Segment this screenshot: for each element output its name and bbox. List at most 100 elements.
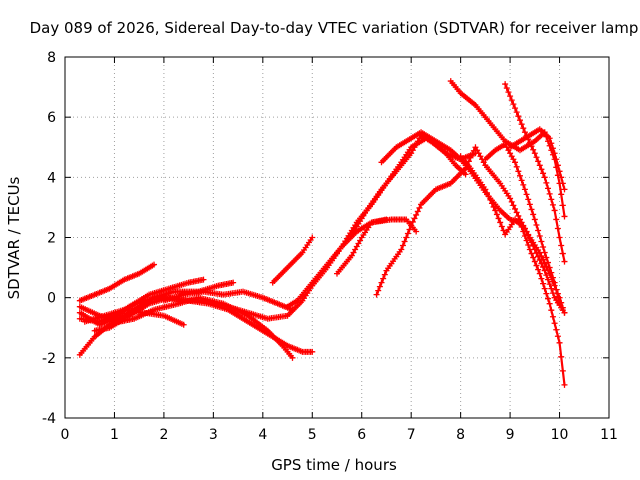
data-point xyxy=(512,159,519,166)
data-point xyxy=(540,264,547,271)
data-point xyxy=(477,153,484,160)
data-point xyxy=(551,207,558,214)
data-point xyxy=(530,254,537,261)
data-point xyxy=(505,147,512,154)
data-point xyxy=(535,266,542,273)
data-point xyxy=(510,202,517,209)
data-point xyxy=(559,202,566,209)
x-tick-label: 9 xyxy=(506,427,515,443)
series-track-k xyxy=(334,216,390,277)
data-point xyxy=(526,139,533,146)
x-tick-label: 2 xyxy=(159,427,168,443)
data-point xyxy=(548,285,555,292)
data-point xyxy=(416,135,423,142)
data-point xyxy=(520,125,527,132)
y-tick-label: 4 xyxy=(47,170,56,186)
data-point xyxy=(558,353,565,360)
data-point xyxy=(413,211,420,218)
series-track-p xyxy=(457,153,568,316)
data-point xyxy=(510,156,517,163)
data-point xyxy=(357,237,364,244)
y-tick-label: -4 xyxy=(42,411,56,427)
data-point xyxy=(518,121,525,128)
data-point xyxy=(538,238,545,245)
data-point xyxy=(541,249,548,256)
data-point xyxy=(502,141,509,148)
data-point xyxy=(380,275,387,282)
data-point xyxy=(548,196,555,203)
data-point xyxy=(525,196,532,203)
series-track-s xyxy=(482,141,563,307)
data-point xyxy=(409,147,416,154)
data-point xyxy=(523,237,530,244)
data-point xyxy=(411,144,418,151)
data-point xyxy=(540,244,547,251)
data-point xyxy=(475,150,482,157)
data-point xyxy=(383,216,390,223)
data-point xyxy=(414,208,421,215)
data-point xyxy=(502,81,509,88)
data-point xyxy=(462,171,469,178)
data-point xyxy=(541,267,548,274)
data-point xyxy=(516,117,523,124)
data-point xyxy=(413,141,420,148)
series-markers xyxy=(81,306,187,328)
data-point xyxy=(530,146,537,153)
axes-layer: 0 1 2 3 4 5 6 7 8 9 10 11 -4 -2 0 2 4 6 8 xyxy=(42,50,618,443)
data-point xyxy=(309,348,316,355)
data-point xyxy=(525,232,532,239)
data-point xyxy=(536,232,543,239)
series-track-r xyxy=(507,126,568,193)
data-point xyxy=(498,223,505,230)
data-point xyxy=(530,243,537,250)
series-markers xyxy=(160,288,296,313)
data-point xyxy=(515,212,522,219)
data-point xyxy=(350,249,357,256)
data-point xyxy=(487,196,494,203)
x-tick-label: 11 xyxy=(600,427,618,443)
data-point xyxy=(561,381,568,388)
data-point xyxy=(416,204,423,211)
data-point xyxy=(548,307,555,314)
y-axis-label: SDTVAR / TECUs xyxy=(5,176,23,299)
data-point xyxy=(348,252,355,259)
data-point xyxy=(559,367,566,374)
data-point xyxy=(490,203,497,210)
data-point xyxy=(533,154,540,161)
data-point xyxy=(561,186,568,193)
data-point xyxy=(488,200,495,207)
data-point xyxy=(512,105,519,112)
y-tick-label: 8 xyxy=(47,50,56,66)
data-point xyxy=(516,172,523,179)
data-point xyxy=(515,168,522,175)
data-point xyxy=(546,300,553,307)
data-point xyxy=(480,159,487,166)
data-point xyxy=(558,242,565,249)
data-point xyxy=(545,295,552,302)
data-point xyxy=(508,97,515,104)
data-point xyxy=(548,269,555,276)
data-point xyxy=(554,225,561,232)
data-point xyxy=(531,150,538,157)
data-point xyxy=(530,211,537,218)
data-point xyxy=(485,193,492,200)
data-point xyxy=(411,215,418,222)
data-point xyxy=(373,291,380,298)
data-point xyxy=(503,85,510,92)
data-point xyxy=(561,309,568,316)
data-point xyxy=(551,279,558,286)
data-point xyxy=(403,234,410,241)
data-point xyxy=(528,206,535,213)
data-point xyxy=(513,209,520,216)
series-markers xyxy=(334,216,390,277)
data-point xyxy=(558,191,565,198)
data-point xyxy=(508,198,515,205)
data-point xyxy=(540,280,547,287)
data-point xyxy=(526,236,533,243)
data-point xyxy=(355,240,362,247)
data-point xyxy=(536,257,543,264)
data-point xyxy=(543,254,550,261)
data-point xyxy=(538,166,545,173)
data-point xyxy=(554,162,561,169)
